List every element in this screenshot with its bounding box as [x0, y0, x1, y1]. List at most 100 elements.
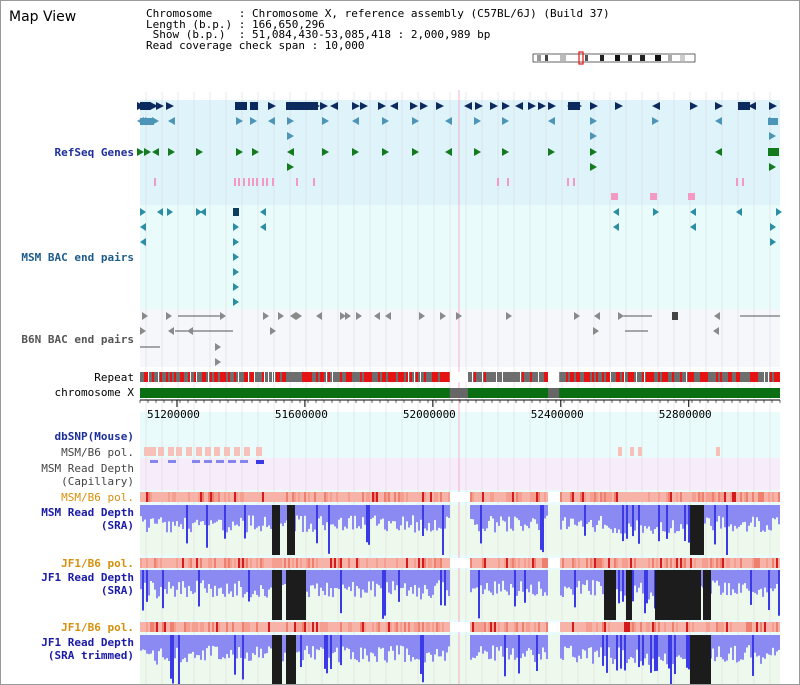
repeat-gap — [610, 372, 611, 382]
pol-density-cell — [498, 558, 500, 568]
repeat-element — [382, 372, 384, 382]
track-label-b6n-bac[interactable]: B6N BAC end pairs — [21, 333, 134, 346]
track-label-msm-bac[interactable]: MSM BAC end pairs — [21, 251, 134, 264]
depth-bar — [566, 635, 568, 649]
pol-mark — [256, 447, 262, 456]
pol-density-cell — [618, 492, 620, 502]
depth-bar — [284, 635, 286, 653]
pol-gap — [452, 558, 454, 568]
pol-density-cell — [684, 558, 686, 568]
depth-bar — [646, 570, 648, 604]
depth-bar — [208, 570, 210, 585]
pol-density-cell — [220, 622, 222, 632]
repeat-element — [628, 372, 630, 382]
depth-bar — [298, 505, 300, 520]
pol-density-cell — [634, 492, 636, 502]
axis-tick-label: 51200000 — [147, 408, 200, 421]
depth-bar — [526, 570, 528, 589]
pol-density-cell — [156, 558, 158, 568]
pol-density-cell — [494, 492, 496, 502]
repeat-element — [704, 372, 706, 382]
depth-bar — [388, 505, 390, 521]
depth-bar — [226, 505, 228, 533]
depth-bar — [360, 570, 362, 598]
depth-bar — [538, 505, 540, 530]
pol-density-cell — [140, 622, 142, 632]
depth-bar — [264, 505, 266, 517]
depth-bar — [630, 635, 632, 657]
depth-bar — [234, 570, 236, 584]
depth-bar — [736, 570, 738, 594]
pol-density-cell — [346, 622, 348, 632]
repeat-element — [544, 372, 546, 382]
pol-density-cell — [540, 622, 542, 632]
depth-bar — [438, 635, 440, 657]
depth-bar — [750, 635, 752, 658]
pol-density-cell — [578, 558, 580, 568]
pol-density-cell — [148, 622, 150, 632]
pol-density-cell — [736, 622, 738, 632]
depth-bar — [352, 635, 354, 653]
repeat-element — [642, 372, 644, 382]
depth-bar — [266, 635, 268, 654]
pol-density-cell — [630, 622, 632, 632]
depth-bar — [416, 570, 418, 597]
depth-bar — [624, 505, 626, 534]
pol-density-cell — [182, 558, 184, 568]
pol-density-cell — [358, 492, 360, 502]
gene-arrow — [548, 148, 555, 156]
depth-bar — [208, 635, 210, 646]
pol-density-cell — [158, 558, 160, 568]
depth-bar — [668, 505, 670, 533]
pol-density-cell — [212, 558, 214, 568]
pol-density-cell — [390, 492, 392, 502]
depth-bar — [720, 505, 722, 529]
depth-bar — [478, 635, 480, 653]
depth-bar — [678, 505, 680, 532]
depth-bar — [248, 635, 250, 661]
depth-bar — [256, 635, 258, 647]
repeat-element — [322, 372, 324, 382]
depth-bar — [322, 505, 324, 526]
depth-bar — [284, 505, 286, 523]
pol-density-cell — [306, 622, 308, 632]
pol-density-cell — [408, 492, 410, 502]
pol-density-cell — [222, 492, 224, 502]
pol-density-cell — [752, 558, 754, 568]
track-label-dbsnp[interactable]: dbSNP(Mouse) — [54, 430, 134, 443]
depth-bar — [168, 635, 170, 662]
pol-density-cell — [530, 622, 532, 632]
pol-density-cell — [648, 492, 650, 502]
depth-bar — [772, 570, 774, 592]
depth-bar — [686, 505, 688, 525]
depth-bar — [432, 505, 434, 531]
depth-bar — [508, 570, 510, 596]
repeat-element — [750, 372, 752, 382]
pol-density-cell — [430, 558, 432, 568]
depth-bar — [672, 505, 674, 521]
depth-bar — [336, 505, 338, 529]
depth-bar — [190, 635, 192, 654]
pol-density-cell — [270, 622, 272, 632]
pol-density-cell — [612, 622, 614, 632]
pol-density-cell — [340, 558, 342, 568]
repeat-element — [310, 372, 312, 382]
pol-density-cell — [740, 492, 742, 502]
depth-bar — [328, 505, 330, 554]
track-label-refseq[interactable]: RefSeq Genes — [54, 146, 134, 159]
depth-bar — [648, 570, 650, 600]
depth-bar — [726, 570, 728, 596]
depth-bar — [520, 570, 522, 582]
depth-bar — [344, 570, 346, 589]
pol-density-cell — [560, 492, 562, 502]
pol-density-cell — [512, 492, 514, 502]
pol-density-cell — [308, 622, 310, 632]
depth-bar — [206, 505, 208, 548]
pol-density-cell — [162, 558, 164, 568]
pol-density-cell — [354, 558, 356, 568]
pol-density-cell — [164, 558, 166, 568]
depth-bar — [644, 635, 646, 659]
depth-bar — [388, 570, 390, 593]
depth-bar — [354, 635, 356, 660]
